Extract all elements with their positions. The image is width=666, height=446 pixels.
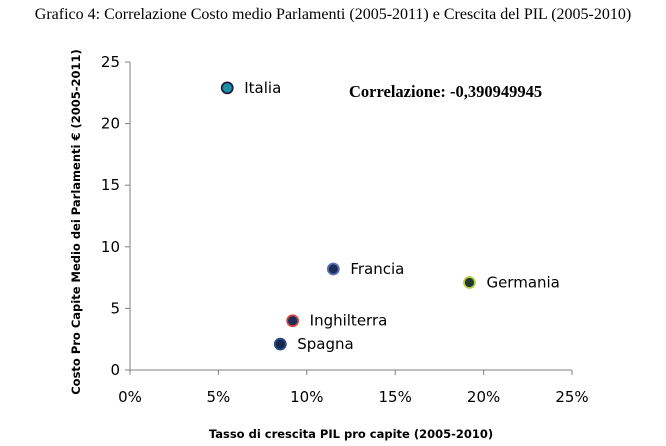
y-axis-title: Costo Pro Capite Medio dei Parlamenti € … bbox=[69, 49, 83, 395]
x-tick-label: 15% bbox=[379, 388, 412, 406]
y-tick-label: 20 bbox=[101, 115, 120, 133]
x-tick-label: 0% bbox=[118, 388, 142, 406]
point-label: Francia bbox=[350, 260, 404, 278]
y-tick-label: 5 bbox=[110, 299, 120, 317]
x-axis-title: Tasso di crescita PIL pro capite (2005-2… bbox=[209, 427, 493, 441]
y-tick-label: 0 bbox=[110, 361, 120, 379]
data-points: Italia Francia Germania Inghilterra Spagna bbox=[220, 79, 560, 353]
x-tick-label: 25% bbox=[555, 388, 588, 406]
data-point bbox=[273, 337, 287, 351]
x-tick-label: 5% bbox=[207, 388, 231, 406]
point-label: Inghilterra bbox=[310, 312, 388, 330]
point-label: Germania bbox=[486, 274, 559, 292]
data-point bbox=[286, 314, 300, 328]
point-label: Italia bbox=[244, 79, 281, 97]
data-point bbox=[220, 81, 234, 95]
tick-labels: 0 5 10 15 20 25 0% 5% 10% 15% 20% 25% bbox=[101, 53, 589, 406]
data-point bbox=[326, 262, 340, 276]
correlation-annotation: Correlazione: -0,390949945 bbox=[349, 82, 542, 101]
y-tick-label: 10 bbox=[101, 238, 120, 256]
chart-title: Grafico 4: Correlazione Costo medio Parl… bbox=[34, 6, 632, 23]
y-tick-label: 25 bbox=[101, 53, 120, 71]
axes bbox=[125, 61, 573, 375]
x-tick-label: 20% bbox=[467, 388, 500, 406]
y-tick-label: 15 bbox=[101, 176, 120, 194]
x-tick-label: 10% bbox=[290, 388, 323, 406]
data-point bbox=[463, 276, 476, 289]
point-label: Spagna bbox=[297, 335, 353, 353]
